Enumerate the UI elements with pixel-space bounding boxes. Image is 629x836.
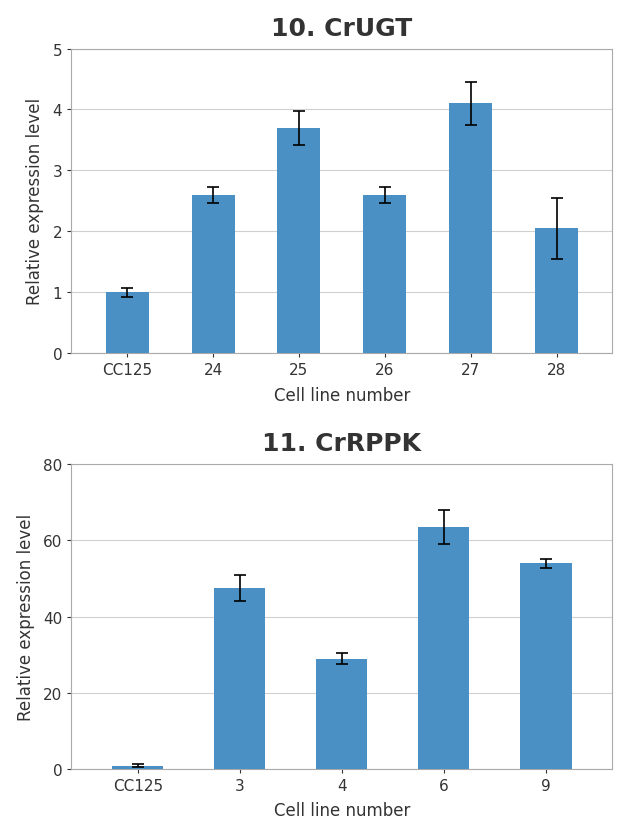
Bar (112, 766, 164, 769)
Bar (106, 293, 148, 354)
Bar (364, 196, 406, 354)
Y-axis label: Relative expression level: Relative expression level (26, 98, 44, 305)
Title: 11. CrRPPK: 11. CrRPPK (262, 432, 421, 456)
Bar (520, 563, 572, 769)
Title: 10. CrUGT: 10. CrUGT (271, 17, 413, 41)
Bar (316, 659, 367, 769)
Y-axis label: Relative expression level: Relative expression level (16, 513, 35, 721)
Bar (214, 589, 265, 769)
X-axis label: Cell line number: Cell line number (274, 802, 410, 819)
Bar (192, 196, 235, 354)
Bar (277, 129, 320, 354)
Bar (535, 229, 578, 354)
Bar (449, 104, 492, 354)
Bar (418, 528, 469, 769)
X-axis label: Cell line number: Cell line number (274, 386, 410, 404)
